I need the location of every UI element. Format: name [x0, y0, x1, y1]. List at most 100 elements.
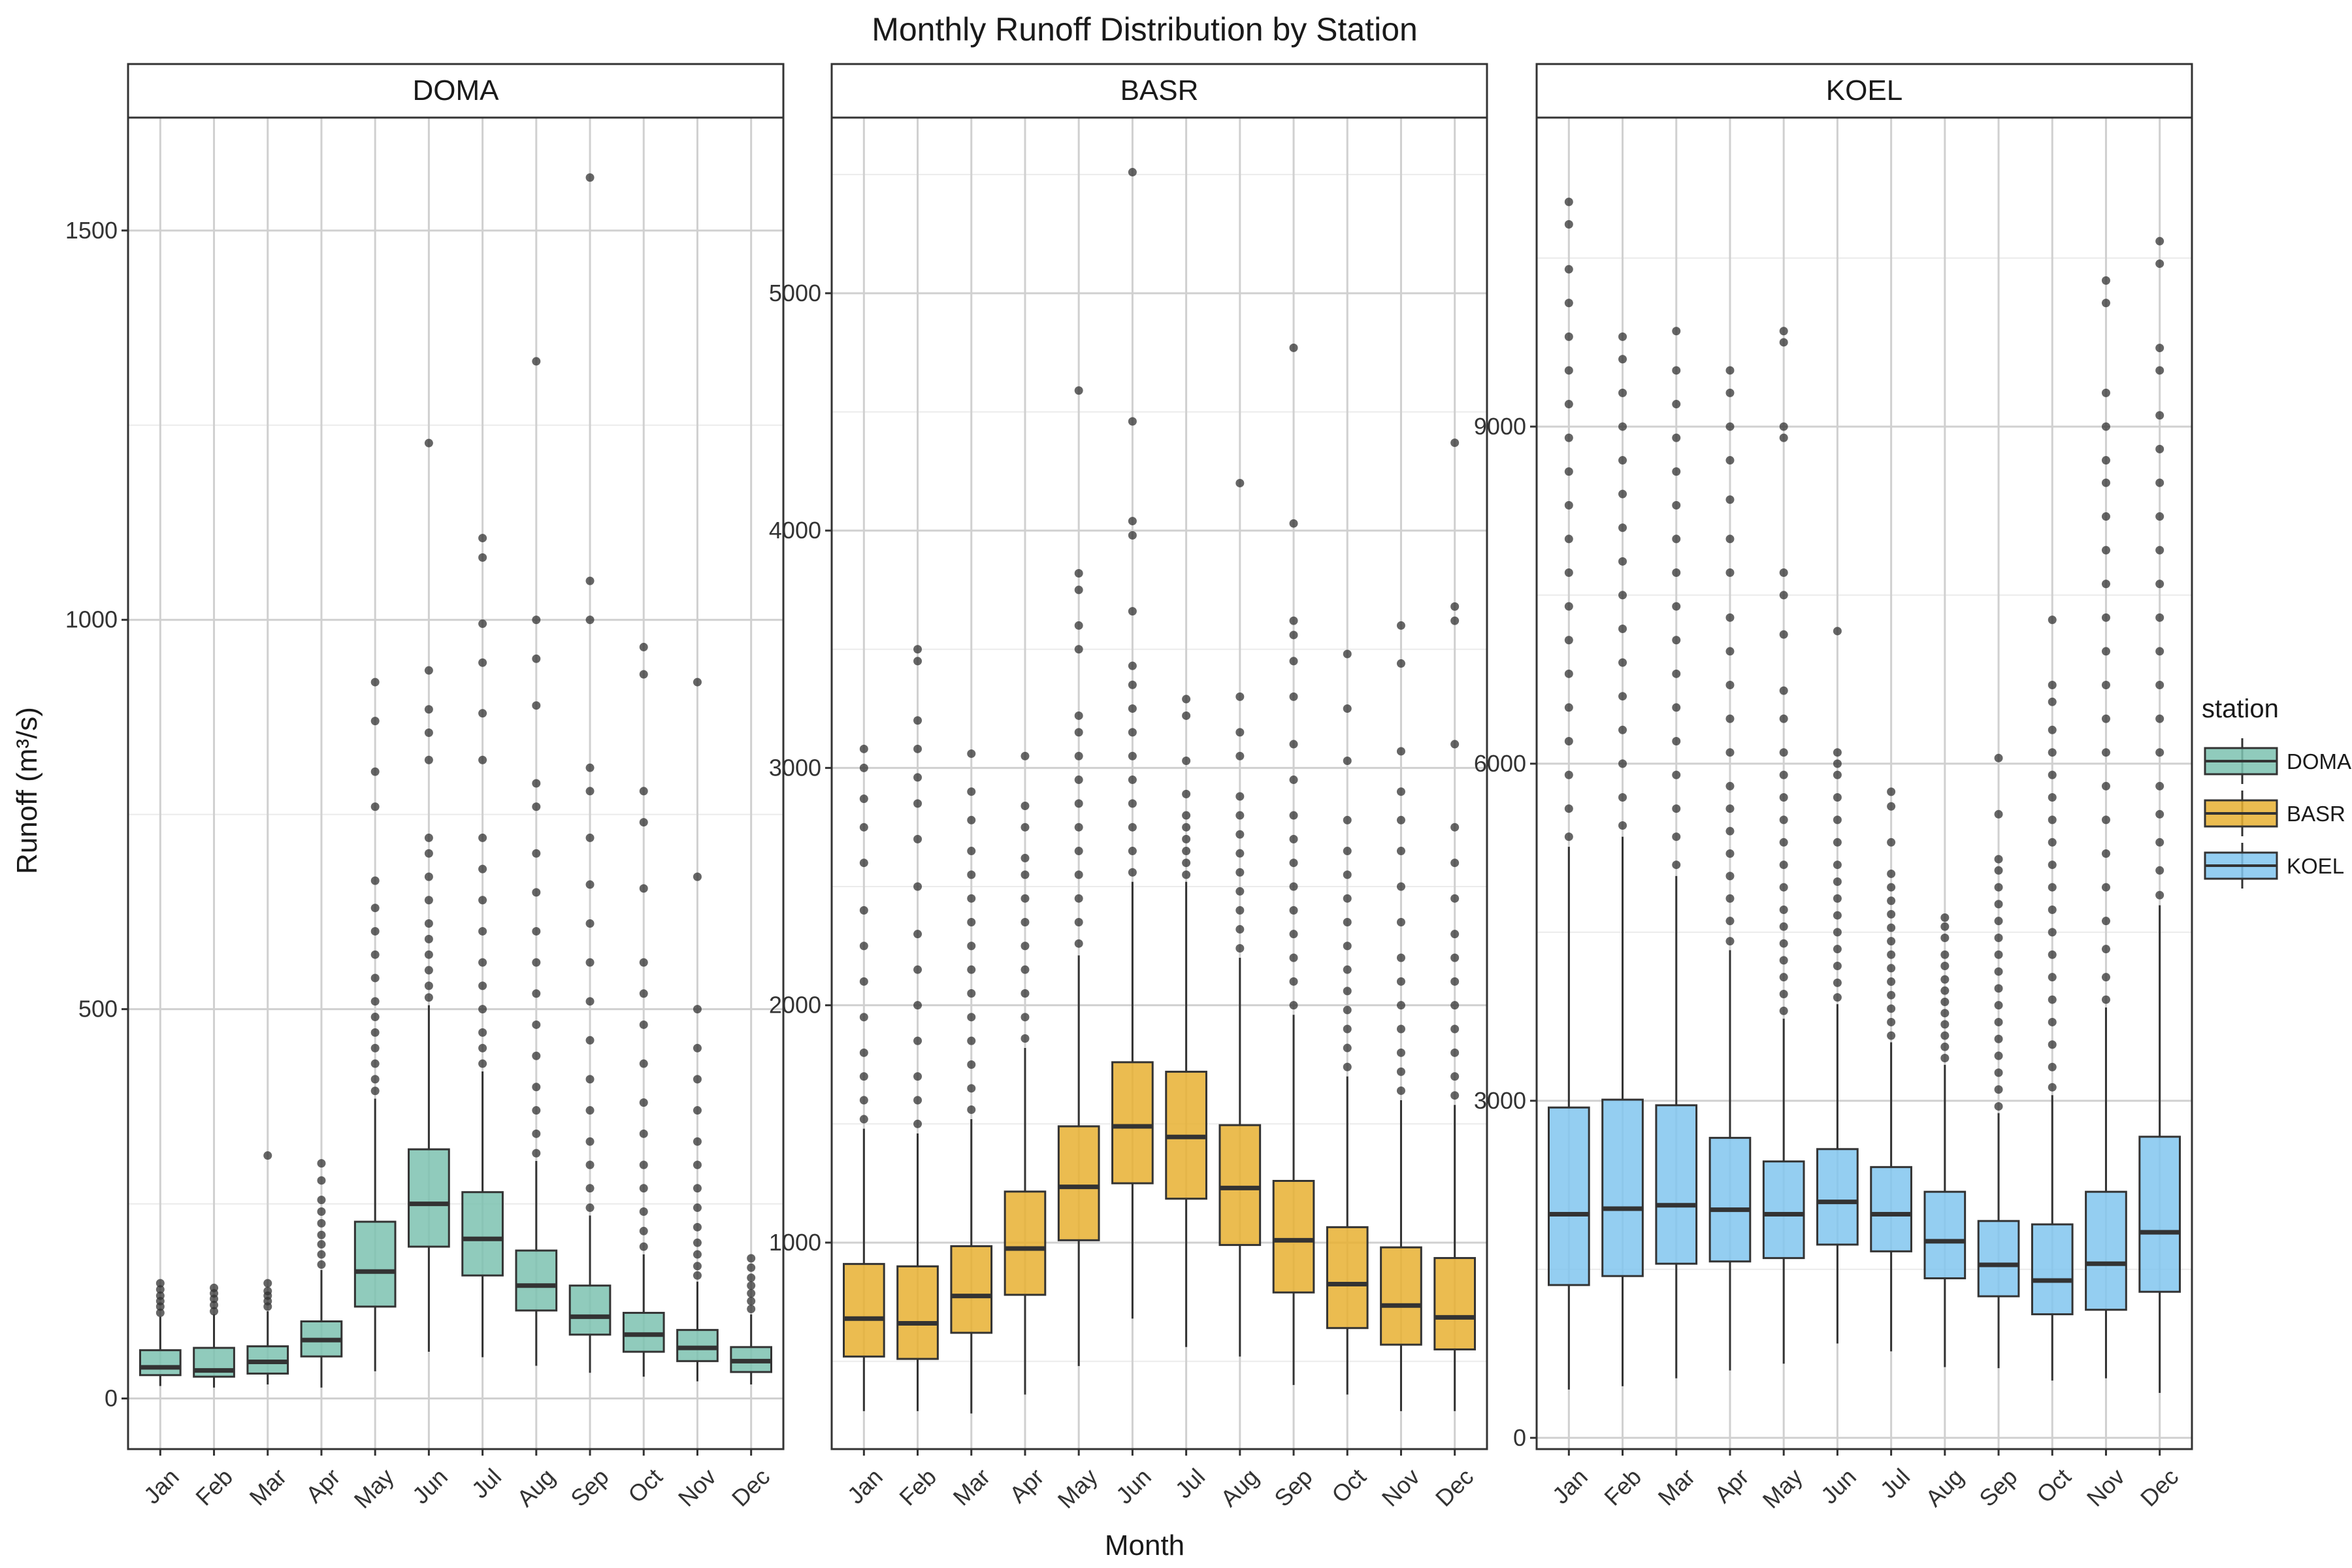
x-tick-label: Dec: [2135, 1463, 2183, 1512]
outlier-point: [478, 958, 487, 967]
outlier-point: [2155, 681, 2164, 690]
outlier-point: [913, 1001, 923, 1010]
x-tick-label: Jun: [407, 1463, 453, 1509]
outlier-point: [1564, 568, 1573, 578]
outlier-point: [967, 965, 976, 974]
outlier-point: [1182, 694, 1191, 704]
box-basr-feb: [896, 645, 939, 1411]
box-doma-sep: [568, 173, 612, 1373]
outlier-point: [424, 666, 433, 675]
outlier-point: [1725, 568, 1735, 578]
outlier-point: [317, 1240, 326, 1249]
outlier-point: [1343, 987, 1352, 996]
outlier-point: [1182, 858, 1191, 868]
outlier-point: [424, 934, 433, 943]
outlier-point: [1074, 918, 1083, 927]
y-axis-title: Runoff (m³/s): [11, 707, 43, 874]
outlier-point: [370, 950, 380, 959]
outlier-point: [1021, 751, 1030, 760]
outlier-point: [317, 1176, 326, 1185]
outlier-point: [1564, 534, 1573, 544]
box-doma-oct: [622, 642, 665, 1377]
iqr-box: [1977, 1220, 2020, 1298]
x-tick-label: Apr: [301, 1463, 346, 1509]
plot-background: [128, 118, 783, 1449]
outlier-point: [2155, 237, 2164, 246]
outlier-point: [2101, 945, 2110, 954]
outlier-point: [155, 1291, 165, 1300]
outlier-point: [317, 1230, 326, 1239]
outlier-point: [1450, 1024, 1460, 1034]
iqr-box: [139, 1349, 182, 1377]
outlier-point: [1021, 802, 1030, 811]
outlier-point: [1672, 400, 1681, 409]
box-doma-nov: [676, 678, 719, 1382]
outlier-point: [1618, 523, 1627, 532]
outlier-point: [2101, 388, 2110, 397]
outlier-point: [2048, 1040, 2057, 1049]
iqr-box: [842, 1263, 885, 1358]
iqr-box: [622, 1311, 665, 1353]
outlier-point: [585, 763, 595, 772]
box-basr-apr: [1004, 751, 1047, 1395]
outlier-point: [370, 1059, 380, 1068]
outlier-point: [1021, 941, 1030, 951]
outlier-point: [478, 1059, 487, 1068]
outlier-point: [532, 779, 541, 788]
outlier-point: [913, 799, 923, 808]
outlier-point: [2101, 613, 2110, 622]
outlier-point: [1833, 945, 1842, 954]
outlier-point: [532, 654, 541, 663]
outlier-point: [1618, 625, 1627, 634]
outlier-point: [913, 965, 923, 974]
outlier-point: [1672, 737, 1681, 746]
outlier-point: [1396, 787, 1405, 796]
outlier-point: [1021, 989, 1030, 998]
x-tick-label: Mar: [1652, 1463, 1700, 1511]
outlier-point: [155, 1285, 165, 1294]
box-basr-aug: [1218, 478, 1262, 1357]
outlier-point: [967, 815, 976, 825]
outlier-point: [1289, 692, 1298, 701]
outlier-point: [1725, 456, 1735, 465]
outlier-point: [585, 1036, 595, 1045]
outlier-point: [1833, 961, 1842, 970]
facet-panel-koel: KOEL 0 3000 6000 9000 Jan Feb Mar Apr May Jun Jul Au…: [1474, 63, 2193, 1514]
outlier-point: [967, 1036, 976, 1045]
outlier-point: [1779, 714, 1788, 723]
outlier-point: [1779, 770, 1788, 779]
outlier-point: [2155, 366, 2164, 375]
outlier-point: [478, 896, 487, 905]
box-basr-jun: [1111, 168, 1154, 1319]
box-basr-jan: [842, 744, 885, 1411]
outlier-point: [1021, 870, 1030, 879]
outlier-point: [1128, 168, 1137, 177]
outlier-point: [859, 858, 868, 868]
outlier-point: [639, 642, 648, 651]
outlier-point: [859, 1115, 868, 1124]
x-tick-label: Aug: [1920, 1463, 1968, 1512]
x-tick-label: Oct: [623, 1463, 668, 1509]
outlier-point: [532, 926, 541, 936]
outlier-point: [424, 896, 433, 905]
outlier-point: [1779, 989, 1788, 998]
outlier-point: [2048, 905, 2057, 914]
box-doma-dec: [730, 1254, 773, 1385]
outlier-point: [1128, 680, 1137, 689]
outlier-point: [370, 678, 380, 687]
outlier-point: [1725, 826, 1735, 836]
outlier-point: [1833, 627, 1842, 636]
outlier-point: [1396, 815, 1405, 825]
outlier-point: [1235, 830, 1245, 839]
outlier-point: [1128, 704, 1137, 713]
outlier-point: [2048, 860, 2057, 870]
x-tick-label: Oct: [2031, 1463, 2076, 1509]
outlier-point: [1672, 770, 1681, 779]
iqr-box: [1870, 1166, 1912, 1252]
outlier-point: [693, 1184, 702, 1193]
outlier-point: [370, 1086, 380, 1096]
outlier-point: [532, 989, 541, 998]
outlier-point: [1618, 332, 1627, 341]
outlier-point: [478, 1043, 487, 1053]
outlier-point: [1021, 853, 1030, 862]
